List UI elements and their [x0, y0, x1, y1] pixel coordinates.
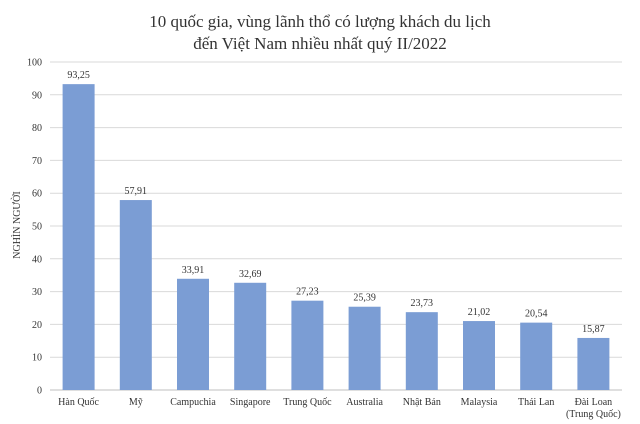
x-tick-label: Malaysia — [461, 397, 498, 408]
y-tick-label: 100 — [27, 58, 42, 69]
y-tick-label: 70 — [32, 156, 42, 167]
x-tick-label: Đài Loan — [575, 397, 613, 408]
data-label: 27,23 — [296, 287, 319, 298]
data-label: 20,54 — [525, 309, 548, 320]
y-tick-label: 40 — [32, 254, 42, 265]
chart-title-line-2: đến Việt Nam nhiều nhất quý II/2022 — [193, 34, 447, 53]
y-tick-label: 60 — [32, 189, 42, 200]
bar — [234, 282, 267, 390]
bar — [62, 84, 95, 390]
data-label: 15,87 — [582, 324, 605, 335]
bar — [348, 306, 381, 390]
x-tick-label: Singapore — [230, 397, 271, 408]
y-tick-label: 80 — [32, 123, 42, 134]
x-tick-label: Campuchia — [170, 397, 216, 408]
data-label: 25,39 — [353, 293, 376, 304]
x-tick-label: Hàn Quốc — [58, 397, 99, 408]
bar — [119, 200, 152, 390]
y-tick-label: 20 — [32, 320, 42, 331]
x-tick-label: (Trung Quốc) — [566, 409, 621, 420]
data-label: 32,69 — [239, 269, 262, 280]
y-tick-label: 90 — [32, 90, 42, 101]
bar — [463, 321, 495, 390]
bar — [291, 300, 324, 390]
bar — [520, 322, 553, 390]
x-tick-label: Nhật Bản — [403, 397, 441, 408]
data-label: 57,91 — [125, 186, 148, 197]
bars — [62, 84, 610, 390]
y-axis-label: NGHÌN NGƯỜI — [11, 191, 23, 258]
data-label: 33,91 — [182, 265, 205, 276]
bar — [405, 312, 438, 390]
bar — [177, 278, 209, 390]
y-axis-ticks: 0 10 20 30 40 50 60 70 80 90 100 — [27, 58, 42, 397]
y-tick-label: 30 — [32, 287, 42, 298]
x-tick-label: Thái Lan — [518, 397, 554, 408]
y-tick-label: 0 — [37, 386, 42, 397]
chart-title-line-1: 10 quốc gia, vùng lãnh thổ có lượng khác… — [149, 12, 491, 31]
data-label: 93,25 — [67, 70, 90, 81]
y-tick-label: 10 — [32, 353, 42, 364]
bar — [577, 337, 610, 390]
x-tick-label: Mỹ — [129, 397, 143, 408]
data-label: 21,02 — [468, 307, 491, 318]
x-tick-label: Trung Quốc — [283, 397, 332, 408]
value-labels: 93,25 57,91 33,91 32,69 27,23 25,39 23,73 21,02… — [67, 70, 604, 335]
x-tick-label: Australia — [346, 397, 383, 408]
x-axis-ticks: Hàn Quốc Mỹ Campuchia Singapore Trung Quốc Au… — [58, 397, 621, 420]
data-label: 23,73 — [411, 298, 434, 309]
y-tick-label: 50 — [32, 222, 42, 233]
